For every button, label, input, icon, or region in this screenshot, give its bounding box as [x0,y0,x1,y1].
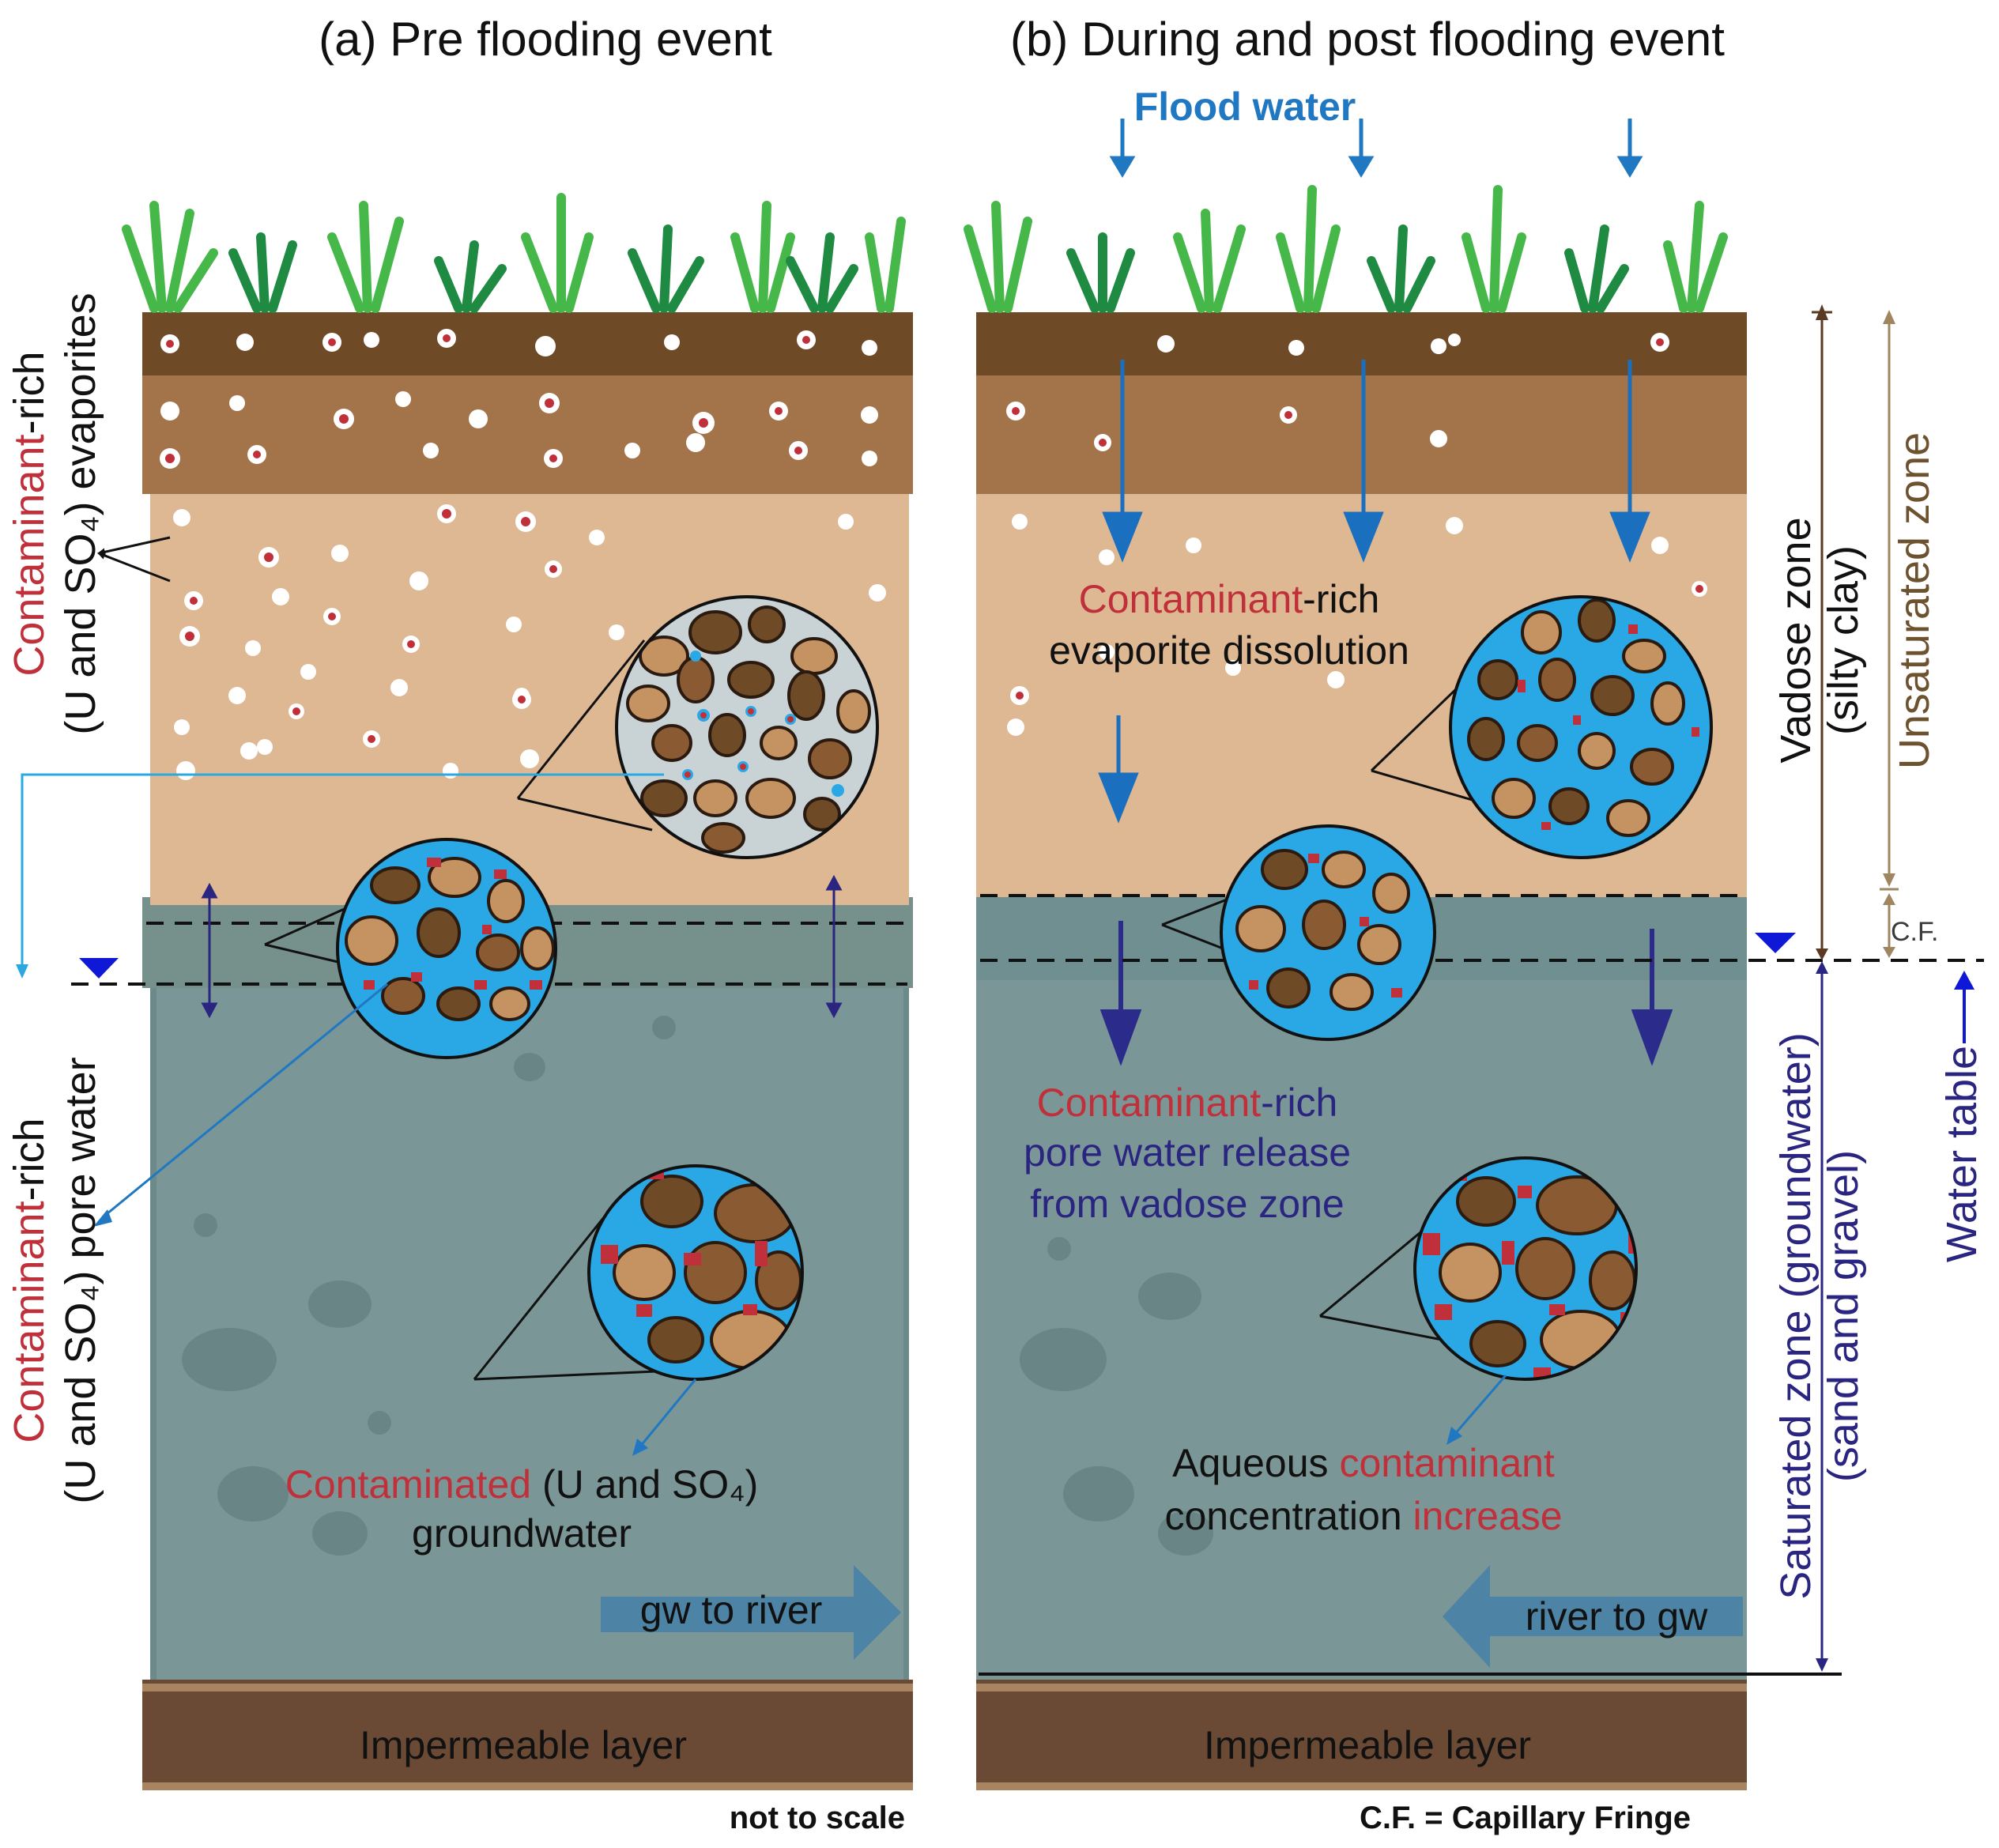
water-table-marker-icon [79,958,119,979]
saturated-zone-label: Saturated zone (groundwater) [1772,1032,1820,1599]
capillary-fringe-footnote: C.F. = Capillary Fringe [1360,1801,1691,1835]
groundwater-layer-b [976,972,1747,1680]
aqueous-label: Aqueous contaminant [1172,1441,1555,1485]
svg-text:Contaminant-rich: Contaminant-rich [6,351,53,676]
impermeable-layer [142,1680,913,1790]
flood-arrows [1109,119,1643,178]
pore-magnifier-groundwater [587,1164,804,1381]
aqueous-label-line2: concentration increase [1164,1494,1562,1538]
topsoil-upper-layer [142,312,913,375]
dissolution-label-line2: evaporite dissolution [1049,628,1409,673]
panel-b: Flood water [964,85,1984,1835]
river-to-gw-label: river to gw [1526,1594,1709,1639]
water-table-marker-b-icon [1755,933,1796,953]
unsaturated-zone-label: Unsaturated zone [1891,432,1938,769]
side-label-evaporites-line2: (U and SO₄) evaporites [57,292,104,734]
impermeable-label-b: Impermeable layer [1204,1723,1531,1767]
water-table-label: Water table [1938,1046,1986,1262]
pointer-evaporite-line [21,773,664,968]
groundwater-layer [157,984,903,1680]
gw-to-river-arrow-icon [601,1565,901,1660]
panel-a: gw to river Impermeable layer not to sca… [6,193,913,1835]
pore-magnifier-flooded-groundwater [1413,1156,1638,1381]
cf-label: C.F. [1891,917,1938,947]
zone-brackets: C.F. [1812,304,1974,1672]
release-arrows [1099,921,1673,1066]
pore-magnifier-capillary [336,838,557,1059]
side-label-porewater-line2: (U and SO₄) pore water [57,1057,104,1503]
release-label-line2: pore water release [1024,1130,1351,1175]
saturated-zone-sublabel: (sand and gravel) [1820,1150,1867,1482]
gw-to-river-label: gw to river [640,1588,823,1632]
infiltration-arrows [1098,360,1650,824]
side-label-porewater: Contaminant-rich [6,1118,53,1443]
fluctuation-arrows [201,874,843,1019]
impermeable-label-a: Impermeable layer [360,1723,687,1767]
dissolution-label: Contaminant-rich [1079,577,1380,621]
contaminated-groundwater-label-line2: groundwater [412,1511,632,1556]
impermeable-layer-b [976,1680,1747,1790]
evaporite-flecks [160,329,886,780]
side-label-evaporites: Contaminant-rich [6,351,53,676]
not-to-scale-note: not to scale [730,1801,905,1835]
vadose-zone-sublabel: (silty clay) [1820,545,1867,735]
pore-magnifier-unsaturated [615,595,879,859]
panel-a-title: (a) Pre flooding event [319,13,772,66]
flood-water-label: Flood water [1134,85,1356,129]
svg-text:Contaminant-rich: Contaminant-rich [6,1118,53,1443]
release-label: Contaminant-rich [1037,1081,1338,1125]
release-label-line3: from vadose zone [1030,1182,1344,1226]
pore-magnifier-flooded-capillary [1220,824,1436,1041]
grass [122,193,906,313]
vadose-zone-label: Vadose zone [1772,517,1820,763]
panel-b-title: (b) During and post flooding event [1010,13,1725,66]
river-to-gw-arrow-icon [1443,1565,1743,1668]
topsoil-lower-layer [142,371,913,494]
pointer-porewater-line [102,982,388,1219]
pore-magnifier-flooded-vadose [1449,595,1713,859]
contaminated-groundwater-label: Contaminated (U and SO₄) [285,1462,758,1507]
